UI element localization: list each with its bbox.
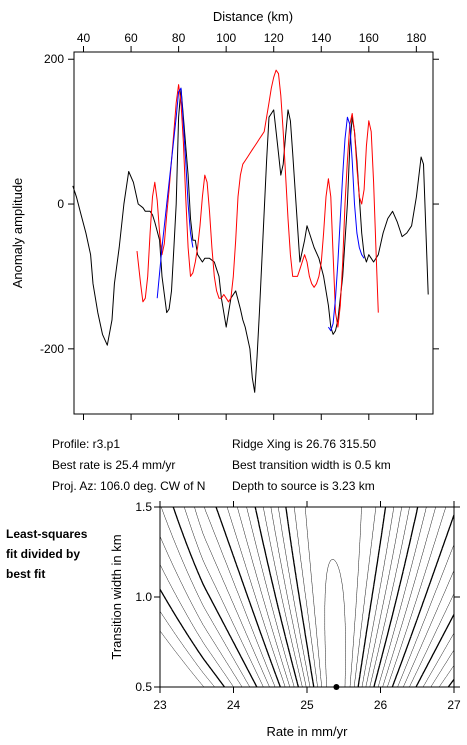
distance-tick-label: 140 [311,31,331,45]
contour-line [203,506,455,688]
contour-line [160,506,455,688]
contour-line [324,558,346,687]
distance-tick-label: 180 [406,31,426,45]
profile-series-0 [72,87,429,393]
width-tick-label: 1.0 [135,590,152,604]
rate-axis-title: Rate in mm/yr [267,724,349,739]
contour-line [237,506,436,688]
contour-line [159,630,205,688]
best-fit-point [333,684,340,690]
contour-line [159,536,455,688]
contour-line [184,506,455,688]
rate-tick-label: 27 [447,698,461,712]
anomaly-profile-chart: 40 60 80 100 120 140 160 180 200 0 -200 Distance … [10,9,439,420]
source-depth-label: Depth to source is 3.23 km [232,479,375,493]
contour-lines [159,506,455,688]
profile-series-1 [136,69,379,328]
rate-ticks: 23 24 25 26 27 [153,501,461,712]
contour-line [172,506,455,688]
contour-line [285,506,387,688]
distance-tick-label: 60 [124,31,138,45]
distance-tick-label: 100 [216,31,236,45]
best-rate-label: Best rate is 25.4 mm/yr [52,458,176,472]
distance-tick-label: 160 [359,31,379,45]
contour-line [254,506,419,688]
contour-line [194,506,455,688]
caption-line-2: fit divided by [6,547,81,561]
rate-tick-label: 24 [227,698,241,712]
contour-line [262,506,410,688]
rate-tick-label: 25 [300,698,314,712]
best-width-label: Best transition width is 0.5 km [232,458,391,472]
contour-line [159,588,455,688]
contour-caption: Least-squares fit divided by best fit [6,524,87,584]
distance-tick-label: 80 [172,31,186,45]
projection-azimuth-label: Proj. Az: 106.0 deg. CW of N [52,479,206,493]
contour-line [270,506,402,688]
profile-plot-frame [73,51,434,415]
contour-line [215,506,455,688]
width-tick-label: 1.5 [135,500,152,514]
caption-line-1: Least-squares [6,527,88,541]
distance-tick-label: 120 [264,31,284,45]
rate-tick-label: 26 [374,698,388,712]
amplitude-ticks: 200 0 -200 [40,52,439,356]
width-tick-label: 0.5 [135,680,152,694]
width-ticks: 1.5 1.0 0.5 [135,500,460,694]
distance-tick-label: 40 [77,31,91,45]
amplitude-tick-label: 0 [57,197,64,211]
amplitude-tick-label: 200 [44,52,64,66]
profile-series-2 [156,87,194,299]
amplitude-axis-title: Anomaly amplitude [10,178,25,289]
profile-label: Profile: r3.p1 [52,437,121,451]
profile-series-3 [327,116,365,332]
contour-line [278,506,395,688]
caption-line-3: best fit [6,567,46,581]
contour-line [246,506,427,688]
ridge-crossing-label: Ridge Xing is 26.76 315.50 [232,437,377,451]
contour-line [159,564,455,688]
profile-series [72,69,429,393]
misfit-contour-chart: 23 24 25 26 27 1.5 1.0 0.5 Rate in mm/yr Trans… [109,500,461,739]
amplitude-tick-label: -200 [40,342,64,356]
contour-line [294,506,377,688]
contour-line [304,506,362,688]
rate-tick-label: 23 [153,698,167,712]
distance-axis-title: Distance (km) [213,9,293,24]
contour-line [159,611,215,688]
width-axis-title: Transition width in km [109,534,124,659]
distance-ticks: 40 60 80 100 120 140 160 180 [77,31,427,420]
contour-line [226,506,447,688]
